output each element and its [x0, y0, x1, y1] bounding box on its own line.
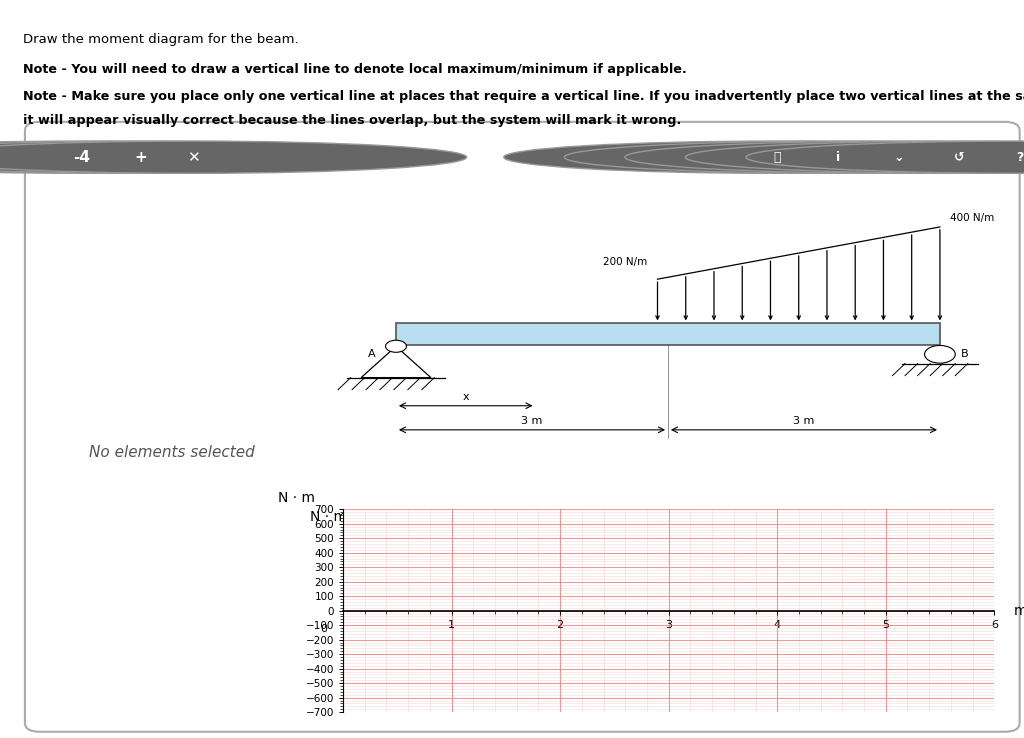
Text: ↺: ↺ — [953, 151, 965, 164]
Text: m: m — [1014, 604, 1024, 618]
Text: -4: -4 — [73, 150, 90, 165]
FancyBboxPatch shape — [25, 122, 1020, 732]
Circle shape — [625, 141, 1024, 173]
Circle shape — [504, 141, 1024, 173]
Text: ⭘: ⭘ — [773, 151, 781, 164]
Text: N · m: N · m — [310, 510, 347, 523]
Text: it will appear visually correct because the lines overlap, but the system will m: it will appear visually correct because … — [23, 114, 681, 128]
Text: ✕: ✕ — [186, 150, 200, 165]
Text: 3 m: 3 m — [794, 415, 815, 426]
Text: 200 N/m: 200 N/m — [603, 257, 647, 267]
Text: Note - You will need to draw a vertical line to denote local maximum/minimum if : Note - You will need to draw a vertical … — [23, 63, 686, 76]
Circle shape — [386, 340, 407, 352]
Circle shape — [685, 141, 1024, 173]
Text: B: B — [961, 350, 968, 359]
Text: Note - Make sure you place only one vertical line at places that require a verti: Note - Make sure you place only one vert… — [23, 90, 1024, 103]
Circle shape — [0, 141, 355, 173]
Text: A: A — [368, 350, 376, 359]
Text: x: x — [463, 392, 469, 401]
Text: Draw the moment diagram for the beam.: Draw the moment diagram for the beam. — [23, 33, 298, 46]
Text: 0: 0 — [321, 624, 327, 635]
Text: ⌄: ⌄ — [893, 151, 903, 164]
Text: i: i — [836, 151, 840, 164]
Text: +: + — [134, 150, 146, 165]
Text: 400 N/m: 400 N/m — [950, 213, 994, 223]
Circle shape — [0, 141, 467, 173]
Text: 3 m: 3 m — [521, 415, 543, 426]
Circle shape — [0, 141, 414, 173]
Text: No elements selected: No elements selected — [89, 444, 254, 460]
Text: N · m: N · m — [278, 491, 315, 505]
Text: ?: ? — [1016, 151, 1023, 164]
Circle shape — [746, 141, 1024, 173]
Circle shape — [564, 141, 1024, 173]
Circle shape — [925, 345, 955, 363]
Bar — [396, 323, 940, 345]
